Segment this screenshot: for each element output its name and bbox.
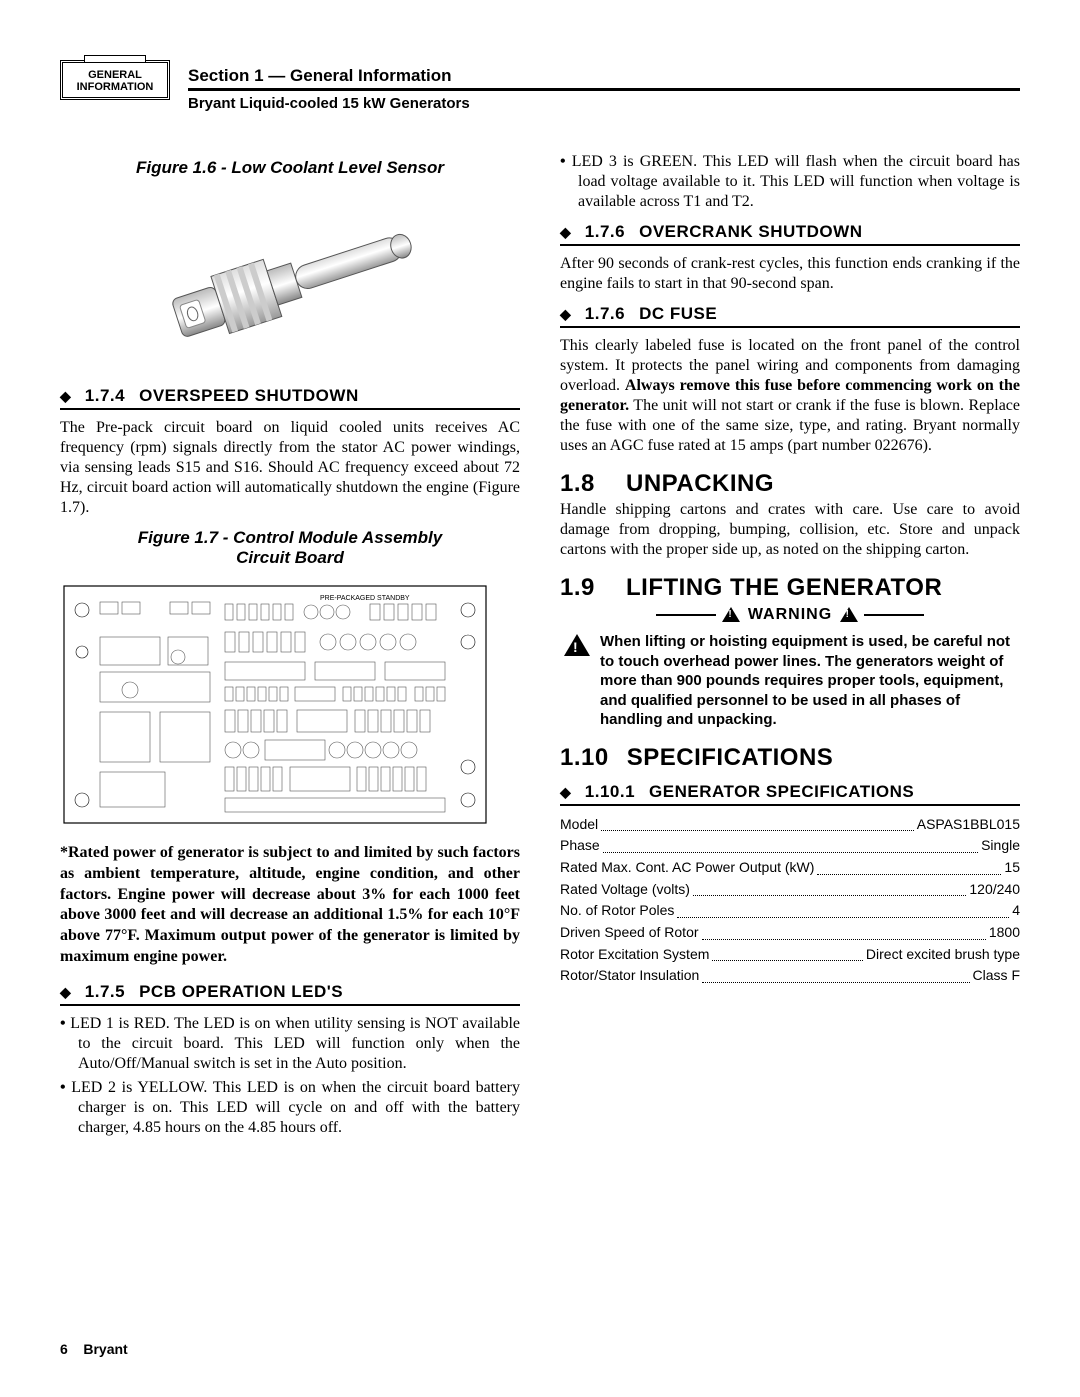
dcfuse-post: The unit will not start or crank if the … <box>560 397 1020 454</box>
heading-num: 1.7.6 <box>585 222 625 242</box>
page-header: GENERAL INFORMATION Section 1 — General … <box>60 60 1020 112</box>
warning-icon <box>564 634 590 656</box>
spec-label: Phase <box>560 835 600 857</box>
spec-dots <box>702 965 969 983</box>
product-line: Bryant Liquid-cooled 15 kW Generators <box>188 95 1020 112</box>
spec-label: Driven Speed of Rotor <box>560 922 699 944</box>
figure-1-7-caption-l2: Circuit Board <box>60 548 520 568</box>
tab-line2: INFORMATION <box>71 81 159 93</box>
heading-text: PCB OPERATION LED'S <box>139 982 343 1002</box>
spec-row: Rotor/Stator Insulation Class F <box>560 965 1020 987</box>
spec-dots <box>712 944 863 962</box>
para-1-7-4: The Pre-pack circuit board on liquid coo… <box>60 418 520 518</box>
heading-text: DC FUSE <box>639 304 717 324</box>
figure-1-6-caption: Figure 1.6 - Low Coolant Level Sensor <box>60 158 520 178</box>
heading-1-10: 1.10 SPECIFICATIONS <box>560 744 1020 772</box>
header-titles: Section 1 — General Information Bryant L… <box>188 60 1020 112</box>
footer-brand: Bryant <box>83 1341 127 1357</box>
spec-value: Class F <box>973 965 1020 987</box>
spec-dots <box>601 814 914 832</box>
spec-value: Direct excited brush type <box>866 944 1020 966</box>
spec-value: ASPAS1BBL015 <box>917 814 1020 836</box>
section-title: Section 1 — General Information <box>188 66 1020 91</box>
spec-dots <box>817 857 1001 875</box>
spec-dots <box>702 922 986 940</box>
spec-label: Rotor Excitation System <box>560 944 709 966</box>
heading-num: 1.10 <box>560 744 609 772</box>
right-column: LED 3 is GREEN. This LED will flash when… <box>560 152 1020 1142</box>
para-dcfuse: This clearly labeled fuse is located on … <box>560 336 1020 456</box>
heading-1-10-1: ◆ 1.10.1 GENERATOR SPECIFICATIONS <box>560 782 1020 806</box>
heading-1-9: 1.9 LIFTING THE GENERATOR <box>560 574 1020 602</box>
spec-label: Rotor/Stator Insulation <box>560 965 699 987</box>
warning-icon <box>840 607 858 622</box>
heading-num: 1.10.1 <box>585 782 635 802</box>
para-overcrank: After 90 seconds of crank-rest cycles, t… <box>560 254 1020 294</box>
warning-label: WARNING <box>748 606 832 623</box>
list-item: LED 2 is YELLOW. This LED is on when the… <box>60 1078 520 1138</box>
heading-1-7-6a: ◆ 1.7.6 OVERCRANK SHUTDOWN <box>560 222 1020 246</box>
spec-value: 1800 <box>989 922 1020 944</box>
diamond-icon: ◆ <box>60 388 71 405</box>
spec-value: 15 <box>1004 857 1020 879</box>
heading-1-8: 1.8 UNPACKING <box>560 470 1020 498</box>
spec-row: Phase Single <box>560 835 1020 857</box>
svg-text:PRE-PACKAGED STANDBY: PRE-PACKAGED STANDBY <box>320 595 410 602</box>
content-columns: Figure 1.6 - Low Coolant Level Sensor <box>60 152 1020 1142</box>
figure-1-7-image: PRE-PACKAGED STANDBY <box>60 582 490 827</box>
heading-num: 1.7.4 <box>85 386 125 406</box>
spec-dots <box>693 879 966 897</box>
spec-label: Rated Voltage (volts) <box>560 879 690 901</box>
heading-num: 1.9 <box>560 574 608 602</box>
figure-1-6-image <box>140 192 440 362</box>
spec-row: Rated Voltage (volts) 120/240 <box>560 879 1020 901</box>
figure-1-7-caption-l1: Figure 1.7 - Control Module Assembly <box>60 528 520 548</box>
spec-value: Single <box>981 835 1020 857</box>
diamond-icon: ◆ <box>60 984 71 1001</box>
warning-banner: WARNING <box>560 606 1020 624</box>
heading-text: OVERSPEED SHUTDOWN <box>139 386 359 406</box>
list-item: LED 3 is GREEN. This LED will flash when… <box>560 152 1020 212</box>
spec-row: Model ASPAS1BBL015 <box>560 814 1020 836</box>
heading-num: 1.8 <box>560 470 608 498</box>
spec-row: Rated Max. Cont. AC Power Output (kW) 15 <box>560 857 1020 879</box>
section-tab: GENERAL INFORMATION <box>60 60 170 100</box>
spec-label: Rated Max. Cont. AC Power Output (kW) <box>560 857 814 879</box>
rated-power-note: *Rated power of generator is subject to … <box>60 843 520 968</box>
spec-value: 4 <box>1012 900 1020 922</box>
left-column: Figure 1.6 - Low Coolant Level Sensor <box>60 152 520 1142</box>
warning-icon <box>722 607 740 622</box>
diamond-icon: ◆ <box>560 224 571 241</box>
diamond-icon: ◆ <box>560 784 571 801</box>
heading-1-7-4: ◆ 1.7.4 OVERSPEED SHUTDOWN <box>60 386 520 410</box>
heading-text: GENERATOR SPECIFICATIONS <box>649 782 914 802</box>
spec-label: Model <box>560 814 598 836</box>
warning-box: When lifting or hoisting equipment is us… <box>560 632 1020 730</box>
heading-text: UNPACKING <box>626 470 774 498</box>
tab-line1: GENERAL <box>71 69 159 81</box>
page-number: 6 <box>60 1341 68 1357</box>
led-list: LED 1 is RED. The LED is on when utility… <box>60 1014 520 1138</box>
heading-num: 1.7.6 <box>585 304 625 324</box>
spec-dots <box>677 900 1009 918</box>
page-footer: 6 Bryant <box>60 1341 128 1357</box>
heading-text: LIFTING THE GENERATOR <box>626 574 942 602</box>
warning-text: When lifting or hoisting equipment is us… <box>600 632 1016 730</box>
list-item: LED 1 is RED. The LED is on when utility… <box>60 1014 520 1074</box>
spec-list: Model ASPAS1BBL015Phase SingleRated Max.… <box>560 814 1020 988</box>
heading-num: 1.7.5 <box>85 982 125 1002</box>
spec-value: 120/240 <box>969 879 1020 901</box>
spec-dots <box>603 835 978 853</box>
spec-row: Rotor Excitation System Direct excited b… <box>560 944 1020 966</box>
heading-text: OVERCRANK SHUTDOWN <box>639 222 862 242</box>
para-unpacking: Handle shipping cartons and crates with … <box>560 500 1020 560</box>
heading-1-7-5: ◆ 1.7.5 PCB OPERATION LED'S <box>60 982 520 1006</box>
heading-text: SPECIFICATIONS <box>627 744 834 772</box>
diamond-icon: ◆ <box>560 306 571 323</box>
spec-label: No. of Rotor Poles <box>560 900 674 922</box>
spec-row: No. of Rotor Poles 4 <box>560 900 1020 922</box>
led3-list: LED 3 is GREEN. This LED will flash when… <box>560 152 1020 212</box>
heading-1-7-6b: ◆ 1.7.6 DC FUSE <box>560 304 1020 328</box>
spec-row: Driven Speed of Rotor 1800 <box>560 922 1020 944</box>
